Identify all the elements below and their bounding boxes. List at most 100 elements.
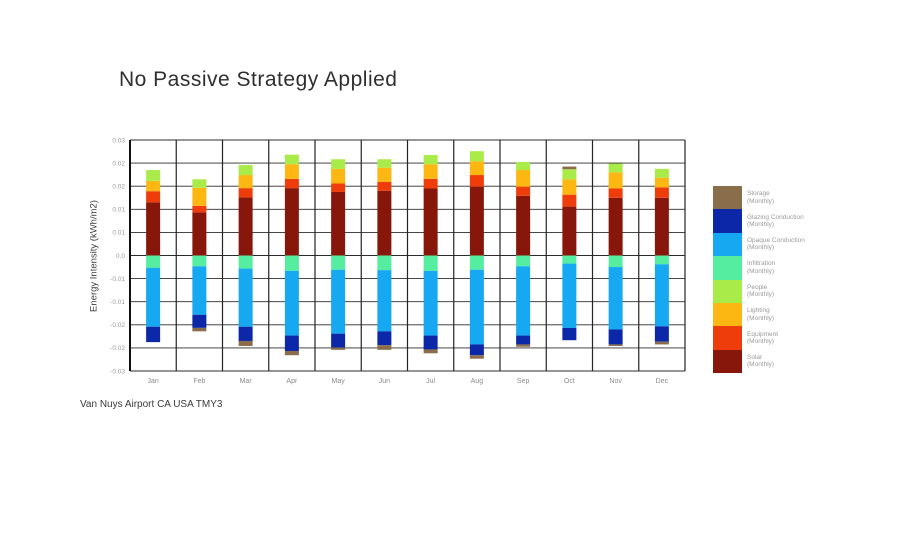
bar-segment	[654, 341, 669, 345]
legend-label: Infiltration (Monthly)	[747, 260, 775, 275]
legend-label-name: Storage	[747, 190, 770, 198]
bar-segment	[331, 333, 346, 348]
legend-label: Opaque Conduction (Monthly)	[747, 237, 805, 252]
legend-label-period: (Monthly)	[747, 244, 775, 252]
y-tick-label: -0.01	[110, 276, 125, 283]
bar-segment	[377, 167, 392, 182]
bar-segment	[469, 161, 484, 176]
x-tick-label: Jun	[379, 378, 390, 385]
bar-segment	[238, 326, 253, 341]
bar-segment	[654, 255, 669, 265]
bar-segment	[146, 255, 161, 268]
bar-segment	[608, 267, 623, 330]
y-tick-label: 0.0	[116, 253, 125, 260]
bar-segment	[516, 195, 531, 256]
bar-segment	[377, 270, 392, 332]
y-tick-label: -0.02	[110, 322, 125, 329]
bar-segment	[562, 166, 577, 170]
bar-segment	[516, 335, 531, 345]
x-tick-label: Apr	[286, 378, 298, 385]
legend-label-period: (Monthly)	[747, 338, 775, 346]
legend-swatch	[713, 349, 742, 374]
x-tick-label: Aug	[471, 378, 484, 385]
bar-segment	[377, 345, 392, 350]
legend-item: Storage (Monthly)	[713, 186, 805, 210]
y-tick-label: 0.01	[112, 230, 125, 237]
y-tick-label: 0.01	[112, 207, 125, 214]
bar-segment	[331, 347, 346, 350]
x-tick-label: Nov	[609, 378, 622, 385]
bar-segment	[423, 155, 438, 165]
bar-segment	[469, 355, 484, 359]
bar-segment	[331, 183, 346, 192]
legend-swatch	[713, 186, 742, 210]
legend-label: Storage (Monthly)	[747, 190, 774, 205]
bar-segment	[423, 349, 438, 354]
legend-label-period: (Monthly)	[747, 267, 775, 275]
y-tick-label: -0.03	[110, 368, 125, 375]
legend-item: Glazing Conduction (Monthly)	[713, 209, 805, 233]
bar-segment	[238, 340, 253, 346]
x-tick-label: Dec	[656, 378, 669, 385]
legend-label-name: Opaque Conduction	[747, 236, 805, 244]
legend-label: Solar (Monthly)	[747, 354, 774, 369]
bar-segment	[192, 212, 207, 256]
bar-segment	[284, 335, 299, 351]
bar-segment	[377, 331, 392, 346]
bar-segment	[423, 178, 438, 189]
bar-segment	[469, 175, 484, 187]
bar-segment	[516, 266, 531, 336]
bar-segment	[423, 270, 438, 336]
bar-segment	[608, 344, 623, 346]
bar-segment	[192, 266, 207, 315]
bar-segment	[562, 255, 577, 264]
legend-item: Infiltration (Monthly)	[713, 256, 805, 280]
location-caption: Van Nuys Airport CA USA TMY3	[80, 399, 223, 410]
x-tick-label: May	[332, 378, 346, 385]
bar-segment	[608, 188, 623, 198]
y-tick-label: 0.03	[112, 137, 125, 144]
bar-segment	[146, 267, 161, 327]
bar-segment	[192, 314, 207, 328]
legend-swatch	[713, 232, 742, 257]
bar-segment	[284, 255, 299, 271]
y-tick-label: -0.01	[110, 299, 125, 306]
legend-label: People (Monthly)	[747, 284, 774, 299]
x-tick-label: Mar	[240, 378, 253, 385]
bar-segment	[469, 255, 484, 270]
bar-segment	[192, 255, 207, 267]
bar-segment	[654, 187, 669, 198]
bar-segment	[608, 163, 623, 173]
bar-segment	[238, 255, 253, 269]
bar-segment	[146, 191, 161, 203]
x-tick-label: Jan	[147, 378, 158, 385]
bar-segment	[331, 159, 346, 169]
bar-segment	[654, 264, 669, 327]
bar-segment	[516, 255, 531, 267]
legend-label-name: Infiltration	[747, 260, 776, 268]
bar-segment	[377, 255, 392, 271]
bar-segment	[331, 269, 346, 334]
legend-label-period: (Monthly)	[747, 291, 775, 299]
bar-segment	[562, 169, 577, 180]
bar-segment	[146, 180, 161, 192]
legend-swatch	[713, 256, 742, 280]
legend-label-period: (Monthly)	[747, 361, 775, 369]
bar-segment	[423, 164, 438, 179]
legend-swatch	[713, 209, 742, 233]
legend-label: Glazing Conduction (Monthly)	[747, 214, 804, 229]
bar-segment	[284, 154, 299, 165]
bar-segment	[516, 186, 531, 196]
bar-segment	[654, 177, 669, 188]
legend-label: Equipment (Monthly)	[747, 331, 778, 346]
bar-segment	[469, 269, 484, 345]
bar-segment	[146, 202, 161, 256]
legend-label-name: Equipment	[747, 330, 779, 338]
bar-segment	[654, 197, 669, 256]
bar-segment	[516, 161, 531, 171]
legend-swatch	[713, 326, 742, 350]
y-tick-label: 0.02	[112, 184, 125, 191]
legend-item: Lighting (Monthly)	[713, 302, 805, 327]
